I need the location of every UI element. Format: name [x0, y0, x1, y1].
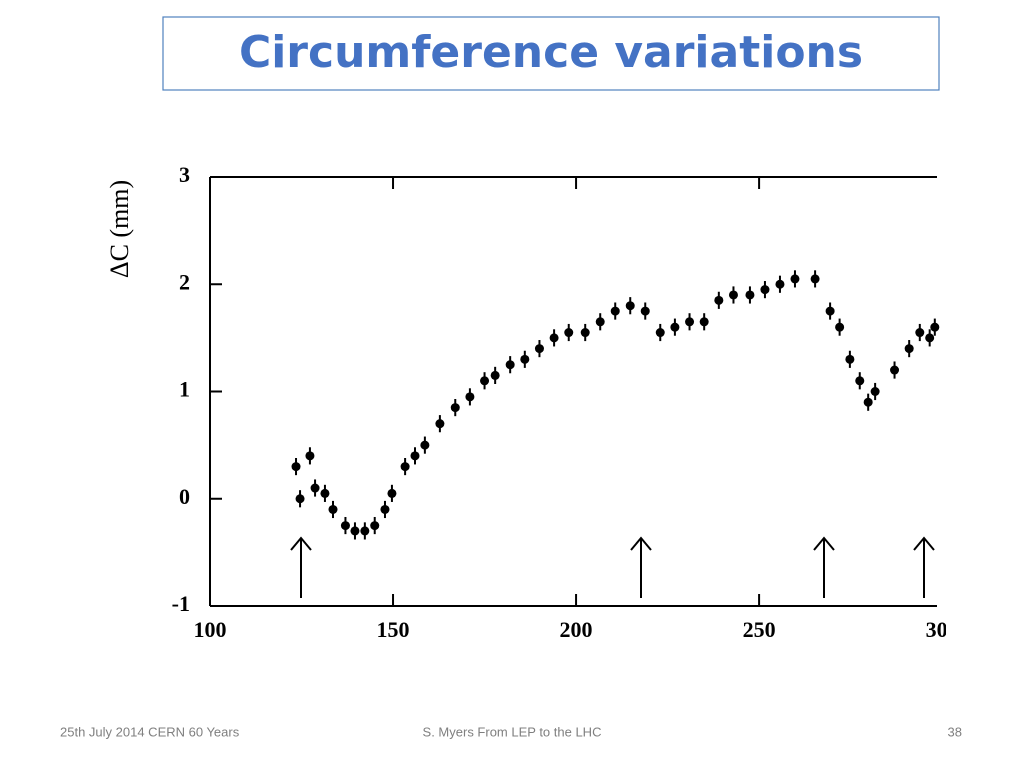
data-point — [435, 419, 445, 429]
data-point — [305, 451, 315, 461]
data-point — [465, 392, 475, 402]
data-point — [845, 354, 855, 364]
y-tick-label: -1 — [172, 591, 190, 616]
footer-right: 38 — [948, 724, 962, 739]
data-point — [835, 322, 845, 332]
data-point — [930, 322, 940, 332]
y-axis-label: ΔC (mm) — [105, 180, 134, 278]
data-point — [340, 521, 350, 531]
y-tick-label: 1 — [179, 377, 190, 402]
x-tick-label: 300 — [926, 617, 959, 642]
data-point — [925, 333, 935, 343]
data-point — [490, 370, 500, 380]
data-point — [870, 387, 880, 396]
data-point — [855, 376, 865, 386]
data-point — [640, 306, 650, 316]
data-point — [480, 376, 490, 386]
y-tick-label: 3 — [179, 162, 190, 187]
data-point — [904, 344, 914, 354]
data-point — [699, 317, 709, 327]
data-point — [745, 290, 755, 300]
data-point — [610, 306, 620, 316]
data-point — [370, 521, 380, 531]
footer-center: S. Myers From LEP to the LHC — [423, 724, 602, 739]
slide-title: Circumference variations — [239, 27, 863, 78]
x-tick-label: 200 — [560, 617, 593, 642]
data-point — [728, 290, 738, 300]
data-point — [863, 397, 873, 407]
footer-left: 25th July 2014 CERN 60 Years — [60, 724, 240, 739]
y-tick-label: 0 — [179, 484, 190, 509]
data-point — [714, 295, 724, 305]
data-point — [825, 306, 835, 316]
data-point — [450, 403, 460, 413]
data-point — [350, 526, 360, 536]
data-point — [328, 504, 338, 514]
data-point — [760, 285, 770, 295]
data-point — [380, 504, 390, 514]
data-point — [420, 440, 430, 450]
data-point — [670, 322, 680, 332]
x-tick-label: 100 — [194, 617, 227, 642]
data-point — [534, 344, 544, 354]
data-point — [915, 328, 925, 338]
data-point — [775, 279, 785, 289]
y-tick-label: 2 — [179, 269, 190, 294]
x-tick-label: 250 — [743, 617, 776, 642]
data-point — [360, 526, 370, 536]
data-point — [291, 462, 301, 472]
data-point — [505, 360, 515, 370]
data-point — [410, 451, 420, 461]
data-point — [890, 365, 900, 375]
data-point — [625, 301, 635, 311]
data-point — [520, 354, 530, 364]
data-point — [564, 328, 574, 338]
data-point — [655, 328, 665, 338]
data-point — [320, 488, 330, 498]
data-point — [310, 483, 320, 493]
data-point — [580, 328, 590, 338]
title-box — [162, 16, 940, 91]
arrows — [290, 536, 935, 598]
data-point — [387, 488, 397, 498]
data-point — [685, 317, 695, 327]
data-point — [549, 333, 559, 343]
data-point — [790, 274, 800, 284]
data-point — [295, 494, 305, 504]
data-point — [400, 462, 410, 472]
x-tick-label: 150 — [377, 617, 410, 642]
data-point — [810, 274, 820, 284]
data-point — [595, 317, 605, 327]
